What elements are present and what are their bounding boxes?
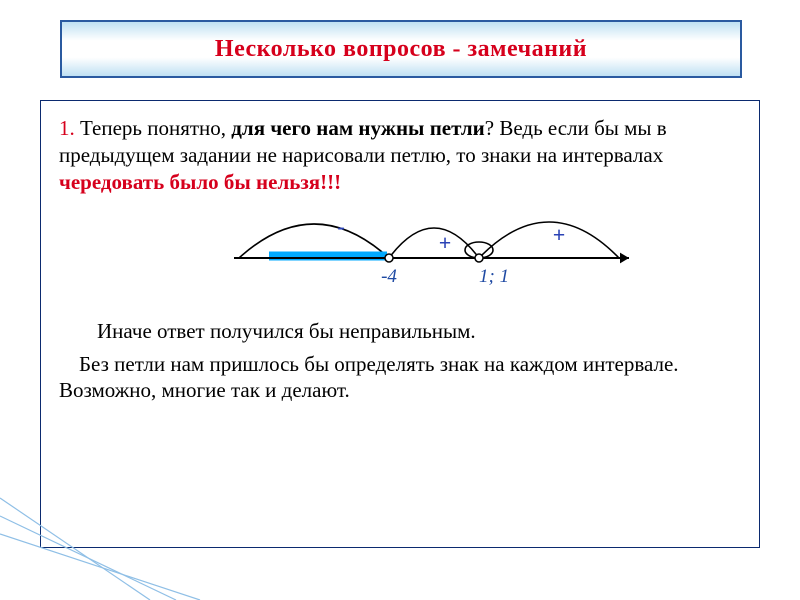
- slide: Несколько вопросов - замечаний 1. Теперь…: [0, 0, 800, 600]
- header-title: Несколько вопросов - замечаний: [215, 36, 587, 63]
- question-bold: для чего нам нужны петли: [231, 116, 485, 140]
- svg-text:1; 1: 1; 1: [479, 266, 509, 287]
- warn-text: чередовать было бы нельзя!!!: [59, 170, 341, 194]
- text-1a: Теперь понятно,: [75, 116, 232, 140]
- header-banner: Несколько вопросов - замечаний: [60, 20, 742, 78]
- svg-text:-: -: [337, 214, 344, 239]
- svg-text:+: +: [553, 222, 566, 247]
- paragraph-2: Иначе ответ получился бы неправильным.: [59, 318, 741, 345]
- svg-text:+: +: [439, 230, 452, 255]
- diagram-svg: - + + -4 1; 1: [59, 200, 759, 310]
- content-box: 1. Теперь понятно, для чего нам нужны пе…: [40, 100, 760, 548]
- item-number: 1.: [59, 116, 75, 140]
- paragraph-3: Без петли нам пришлось бы определять зна…: [59, 351, 741, 405]
- svg-text:-4: -4: [381, 266, 397, 287]
- paragraph-1: 1. Теперь понятно, для чего нам нужны пе…: [59, 115, 741, 196]
- number-line-diagram: - + + -4 1; 1: [59, 200, 741, 310]
